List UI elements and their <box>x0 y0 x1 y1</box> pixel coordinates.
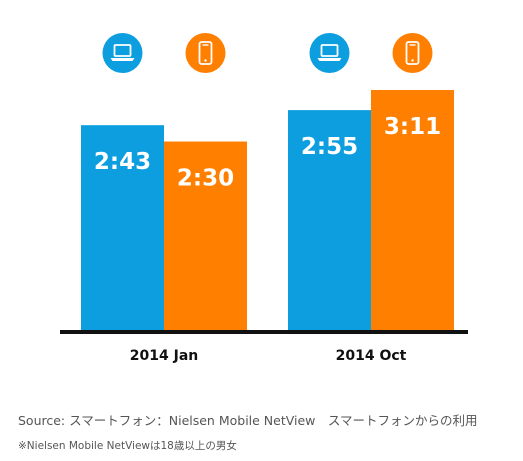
laptop-base <box>110 58 135 61</box>
bar-smartphone-1 <box>371 90 454 330</box>
category-label: 2014 Oct <box>336 348 407 364</box>
laptop-icon-circle <box>102 33 143 73</box>
data-label: 3:11 <box>384 114 441 140</box>
laptop-icon <box>102 33 143 73</box>
laptop-base <box>317 58 342 61</box>
bar-chart: 2:43 2:30 2014 Jan 2:55 3:11 2014 Oct <box>60 33 468 364</box>
bar-laptop-0 <box>81 125 164 330</box>
laptop-screen <box>113 44 132 57</box>
data-label: 2:55 <box>301 134 358 160</box>
laptop-screen <box>320 44 339 57</box>
bar-smartphone-0 <box>164 141 247 330</box>
laptop-icon-circle <box>309 33 350 73</box>
footnote: ※Nielsen Mobile NetViewは18歳以上の男女 <box>18 440 237 452</box>
smartphone-icon <box>392 33 433 73</box>
source-note: Source: スマートフォン：Nielsen Mobile NetView ス… <box>18 413 478 428</box>
data-label: 2:43 <box>94 149 151 175</box>
category-label: 2014 Jan <box>130 348 198 364</box>
smartphone-body <box>198 41 213 65</box>
smartphone-button <box>204 59 207 62</box>
smartphone-icon-circle <box>392 33 433 73</box>
smartphone-icon-circle <box>185 33 226 73</box>
laptop-icon <box>309 33 350 73</box>
bar-laptop-1 <box>288 110 371 331</box>
data-label: 2:30 <box>177 166 234 192</box>
smartphone-button <box>411 59 414 62</box>
smartphone-icon <box>185 33 226 73</box>
smartphone-body <box>405 41 420 65</box>
x-axis-line <box>60 330 468 334</box>
